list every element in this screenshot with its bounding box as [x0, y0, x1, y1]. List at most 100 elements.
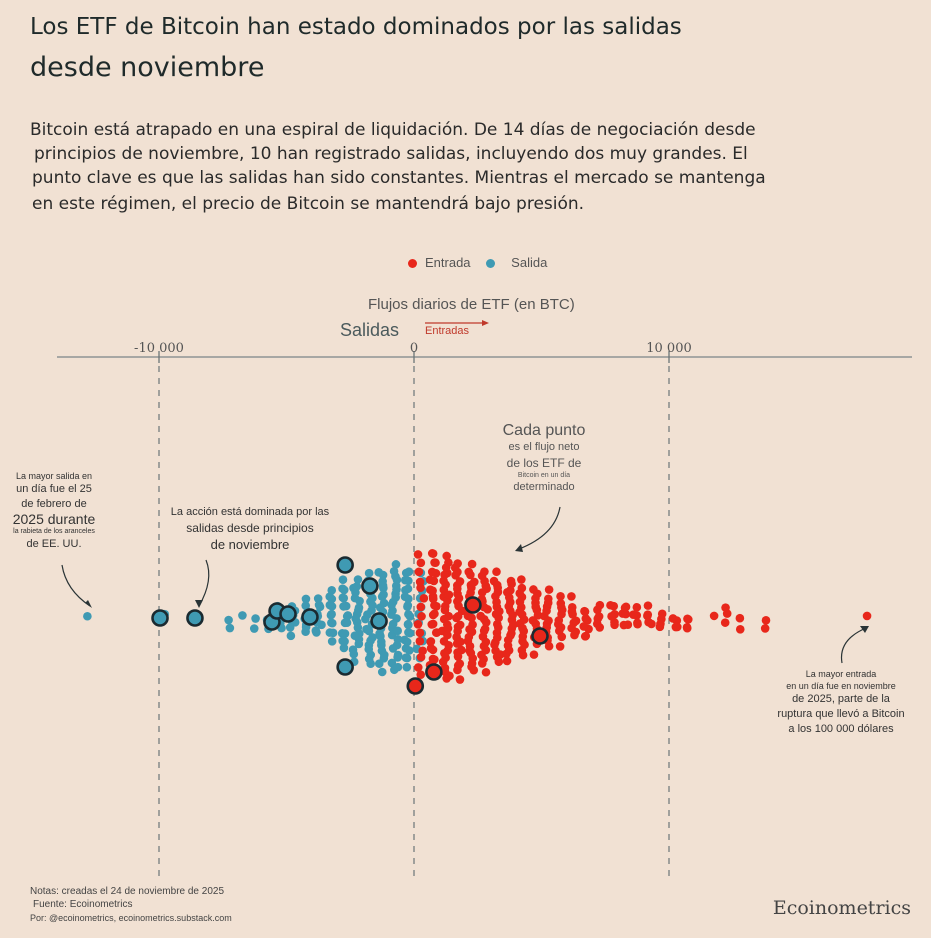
data-point: [339, 602, 348, 611]
data-point: [517, 575, 526, 584]
data-point: [610, 620, 619, 630]
data-point: [342, 618, 352, 627]
data-point: [683, 614, 692, 624]
annotation-line: un día fue el 25: [16, 483, 92, 496]
data-point: [413, 663, 423, 672]
highlighted-day-point: [336, 658, 354, 676]
data-point: [415, 577, 425, 587]
data-point: [760, 624, 770, 633]
footer-source: Fuente: Ecoinometrics: [33, 899, 133, 910]
highlighted-day-point: [425, 663, 443, 681]
data-point: [444, 590, 454, 600]
annotation-arrow-head: [515, 544, 523, 552]
data-point: [479, 626, 489, 636]
data-point: [507, 628, 516, 638]
data-point: [466, 570, 475, 580]
data-point: [480, 576, 489, 586]
data-point: [354, 639, 364, 649]
data-point: [481, 667, 491, 677]
annotation-line: a los 100 000 dólares: [788, 722, 894, 735]
data-point: [668, 614, 678, 623]
data-point: [455, 577, 465, 586]
data-point: [404, 620, 413, 630]
data-point: [592, 619, 602, 629]
data-point: [338, 593, 348, 602]
data-point: [440, 667, 450, 677]
data-point: [353, 575, 363, 584]
data-point: [427, 549, 437, 558]
legend-inflow-swatch: [408, 259, 417, 269]
data-point: [518, 623, 527, 633]
data-point: [492, 633, 502, 642]
data-point: [427, 620, 437, 629]
data-point: [735, 613, 745, 623]
annotation-line: de febrero de: [21, 497, 87, 510]
data-point: [441, 563, 451, 572]
outflow-direction-label: Salidas: [340, 320, 400, 340]
highlighted-day-point: [186, 609, 204, 627]
data-point: [531, 594, 540, 603]
chart-title: Los ETF de Bitcoin han estado dominados …: [30, 14, 682, 40]
data-point: [389, 566, 399, 576]
footer-notes: Notas: creadas el 24 de noviembre de 202…: [30, 886, 225, 897]
x-tick-label: 10 000: [646, 341, 692, 356]
annotation-line: en un día fue en noviembre: [786, 681, 896, 692]
data-point: [490, 640, 499, 649]
legend-outflow-label: Salida: [511, 255, 548, 270]
data-point: [481, 645, 491, 655]
data-point: [314, 600, 324, 610]
data-point: [761, 616, 771, 625]
data-point: [340, 629, 350, 638]
data-point: [453, 661, 463, 670]
data-point: [464, 632, 474, 642]
data-point: [629, 610, 638, 619]
data-point: [404, 609, 413, 619]
annotation-line: Bitcoin en un día: [517, 471, 571, 479]
data-point: [519, 615, 529, 624]
data-point: [735, 624, 745, 634]
data-point: [621, 609, 631, 619]
data-point: [454, 601, 463, 611]
highlighted-day-point: [406, 677, 425, 695]
inflow-direction-label: Entradas: [425, 325, 470, 337]
annotation-largest-outflow: La mayor salida en un día fue el 25 de f…: [8, 470, 100, 552]
annotation-largest-inflow: La mayor entrada en un día fue en noviem…: [766, 668, 916, 737]
data-point: [338, 575, 348, 585]
data-point: [553, 619, 563, 629]
data-point: [403, 584, 413, 594]
data-point: [224, 615, 233, 625]
data-point: [529, 650, 539, 659]
data-point: [643, 610, 653, 619]
data-point: [454, 593, 464, 603]
data-point: [428, 586, 437, 595]
highlighted-day-point: [336, 556, 354, 574]
annotation-arrow-head: [860, 626, 869, 633]
data-point: [425, 575, 435, 584]
data-point: [554, 626, 564, 636]
data-point: [301, 601, 311, 610]
chart-title-line2: desde noviembre: [30, 52, 265, 83]
data-point: [393, 626, 402, 636]
data-point: [493, 587, 503, 597]
annotation-line: 2025 durante: [12, 510, 96, 527]
data-point: [313, 594, 323, 603]
data-point: [400, 575, 410, 585]
data-point: [403, 602, 412, 612]
data-point: [430, 609, 439, 619]
data-point: [328, 628, 338, 638]
data-point: [444, 640, 453, 650]
data-point: [416, 652, 426, 662]
data-point: [469, 665, 479, 675]
data-point: [531, 602, 541, 612]
data-point: [285, 623, 295, 632]
data-point: [544, 616, 553, 625]
x-tick-label: -10 000: [134, 341, 184, 356]
data-point: [238, 611, 247, 620]
data-point: [508, 610, 517, 620]
annotation-line: de EE. UU.: [26, 537, 82, 550]
direction-arrow-head: [482, 320, 489, 326]
data-point: [515, 589, 525, 598]
data-point: [327, 586, 337, 595]
data-point: [387, 610, 396, 619]
